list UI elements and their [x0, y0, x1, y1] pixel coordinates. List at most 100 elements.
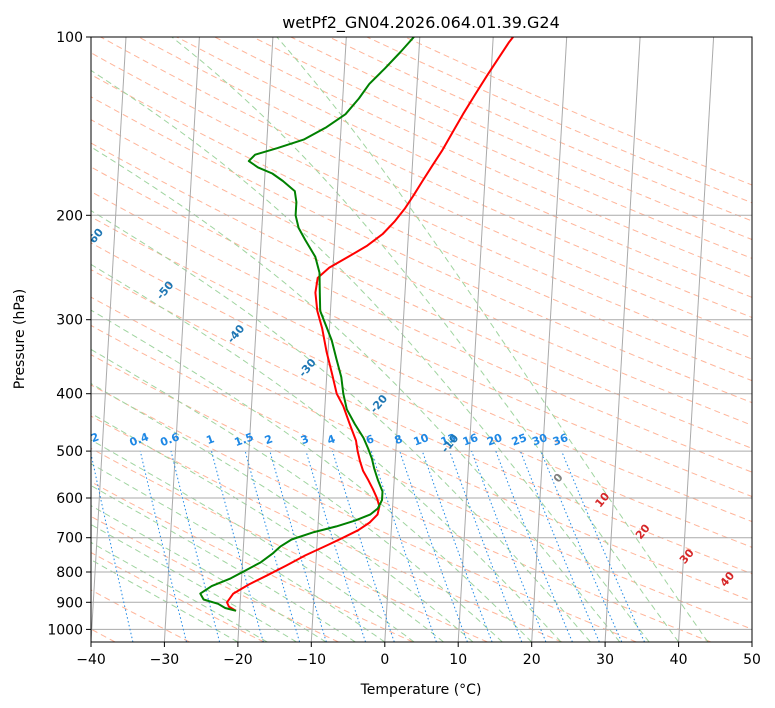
- mixing-ratio-label: 20: [485, 431, 504, 449]
- mixing-ratio-label: 10: [412, 431, 431, 449]
- mixing-ratio-line: [471, 450, 547, 642]
- dry-adiabat-line: [91, 52, 752, 360]
- moist-adiabat-line: [91, 348, 503, 642]
- dry-adiabat-line: [91, 384, 637, 642]
- mixing-ratio-label: 0.4: [128, 430, 151, 449]
- background-grid: [91, 37, 752, 642]
- y-tick-label: 700: [56, 531, 83, 547]
- y-axis: 1000 900 800 700 600 500 400 300 200 100: [47, 30, 91, 638]
- dry-adiabat-line: [91, 142, 752, 449]
- mixing-ratio-line: [421, 450, 493, 642]
- mixing-ratio-line: [399, 450, 468, 642]
- y-tick-label: 300: [56, 313, 83, 329]
- dry-adiabat-line: [91, 589, 190, 642]
- x-axis: −40 −30 −20 −10 0 10 20 30 40 50: [76, 642, 761, 668]
- mixing-ratio-label: 3: [299, 432, 311, 447]
- dry-adiabat-line: [91, 551, 265, 642]
- x-tick-label: 30: [596, 652, 614, 668]
- mixing-ratio-line: [561, 450, 645, 642]
- x-tick-label: 0: [380, 652, 389, 668]
- isotherm-line: [531, 37, 568, 642]
- moist-adiabat-line: [91, 412, 444, 642]
- y-tick-label: 200: [56, 208, 83, 224]
- isotherm-line: [384, 37, 421, 642]
- isotherm-line: [457, 37, 494, 642]
- mixing-ratio-line: [332, 450, 395, 642]
- isotherm-line: [604, 37, 641, 642]
- dry-adiabat-line: [91, 242, 752, 548]
- mixing-ratio-label: 30: [530, 431, 549, 449]
- sounding-profiles: [199, 37, 514, 612]
- x-axis-label: Temperature (°C): [360, 682, 482, 698]
- moist-adiabat-line: [91, 484, 356, 642]
- y-tick-label: 600: [56, 491, 83, 507]
- x-tick-label: 10: [449, 652, 467, 668]
- isotherm-line: [91, 37, 127, 642]
- mixing-ratio-line: [495, 450, 573, 642]
- y-tick-label: 1000: [47, 622, 83, 638]
- x-tick-label: −10: [297, 652, 327, 668]
- moist-adiabat-line: [91, 439, 415, 642]
- mixing-ratio-line: [170, 450, 221, 642]
- y-tick-label: 100: [56, 30, 83, 46]
- moist-adiabat-line: [91, 69, 650, 642]
- dry-adiabat-line: [91, 119, 752, 426]
- mixing-ratio-line: [211, 450, 264, 642]
- mixing-ratio-line: [449, 450, 523, 642]
- dry-adiabat-line: [91, 447, 488, 642]
- mixing-ratio-label: 16: [461, 431, 480, 449]
- moist-adiabat-line: [91, 505, 327, 642]
- mixing-ratio-label: 25: [510, 431, 529, 448]
- mixing-ratio-label: 8: [393, 432, 405, 447]
- x-tick-label: −40: [76, 652, 106, 668]
- isotherm-line: [163, 37, 200, 642]
- mixing-ratio-line: [91, 451, 134, 642]
- y-tick-label: 800: [56, 565, 83, 581]
- mixing-ratio-label: 2: [263, 432, 275, 447]
- x-tick-label: 40: [670, 652, 688, 668]
- dry-adiabat-line: [91, 324, 752, 630]
- moist-adiabat-line: [276, 37, 709, 642]
- isotherm-line: [310, 37, 347, 642]
- dry-adiabat-line: [176, 37, 752, 298]
- moist-adiabat-line: [91, 210, 591, 642]
- dry-adiabat-line: [91, 216, 752, 523]
- dry-adiabat-line: [91, 415, 563, 642]
- isotherm-line: [678, 37, 715, 642]
- x-tick-label: −30: [150, 652, 180, 668]
- moist-adiabat-line: [171, 37, 679, 642]
- mixing-ratio-line: [244, 450, 301, 642]
- mixing-ratio-line: [139, 450, 187, 642]
- moist-adiabat-line: [91, 463, 386, 642]
- isotherm-line: [237, 37, 274, 642]
- mixing-ratio-line: [540, 450, 623, 642]
- plot-frame: [90, 36, 753, 643]
- dry-adiabat-line: [91, 354, 711, 642]
- moist-adiabat-line: [91, 541, 268, 642]
- y-axis-label: Pressure (hPa): [12, 289, 28, 389]
- mixing-ratio-label: 0.2: [78, 430, 101, 449]
- dewpoint-profile: [199, 37, 415, 612]
- mixing-ratio-label: 36: [551, 431, 570, 449]
- moist-adiabat-line: [91, 382, 474, 642]
- dry-adiabat-line: [91, 269, 752, 575]
- mixing-ratio-line: [305, 450, 366, 642]
- y-tick-label: 500: [56, 444, 83, 460]
- mixing-ratio-label: 0.6: [158, 430, 181, 449]
- mixing-ratio-label: 6: [364, 432, 376, 447]
- moist-adiabat-line: [91, 309, 533, 642]
- mixing-ratio-label: 4: [325, 432, 337, 447]
- mixing-ratio-line: [519, 450, 600, 642]
- dry-adiabat-line: [91, 74, 752, 382]
- x-tick-label: −20: [223, 652, 253, 668]
- dry-adiabat-line: [91, 296, 752, 602]
- chart-title: wetPf2_GN04.2026.064.01.39.G24: [282, 13, 560, 33]
- mixing-ratio-label: 1: [204, 432, 216, 447]
- mixing-ratio-label: 1.5: [233, 430, 256, 449]
- y-tick-label: 400: [56, 387, 83, 403]
- x-tick-label: 50: [743, 652, 761, 668]
- moist-adiabat-line: [91, 146, 621, 642]
- moist-adiabat-line: [91, 263, 562, 642]
- x-tick-label: 20: [523, 652, 541, 668]
